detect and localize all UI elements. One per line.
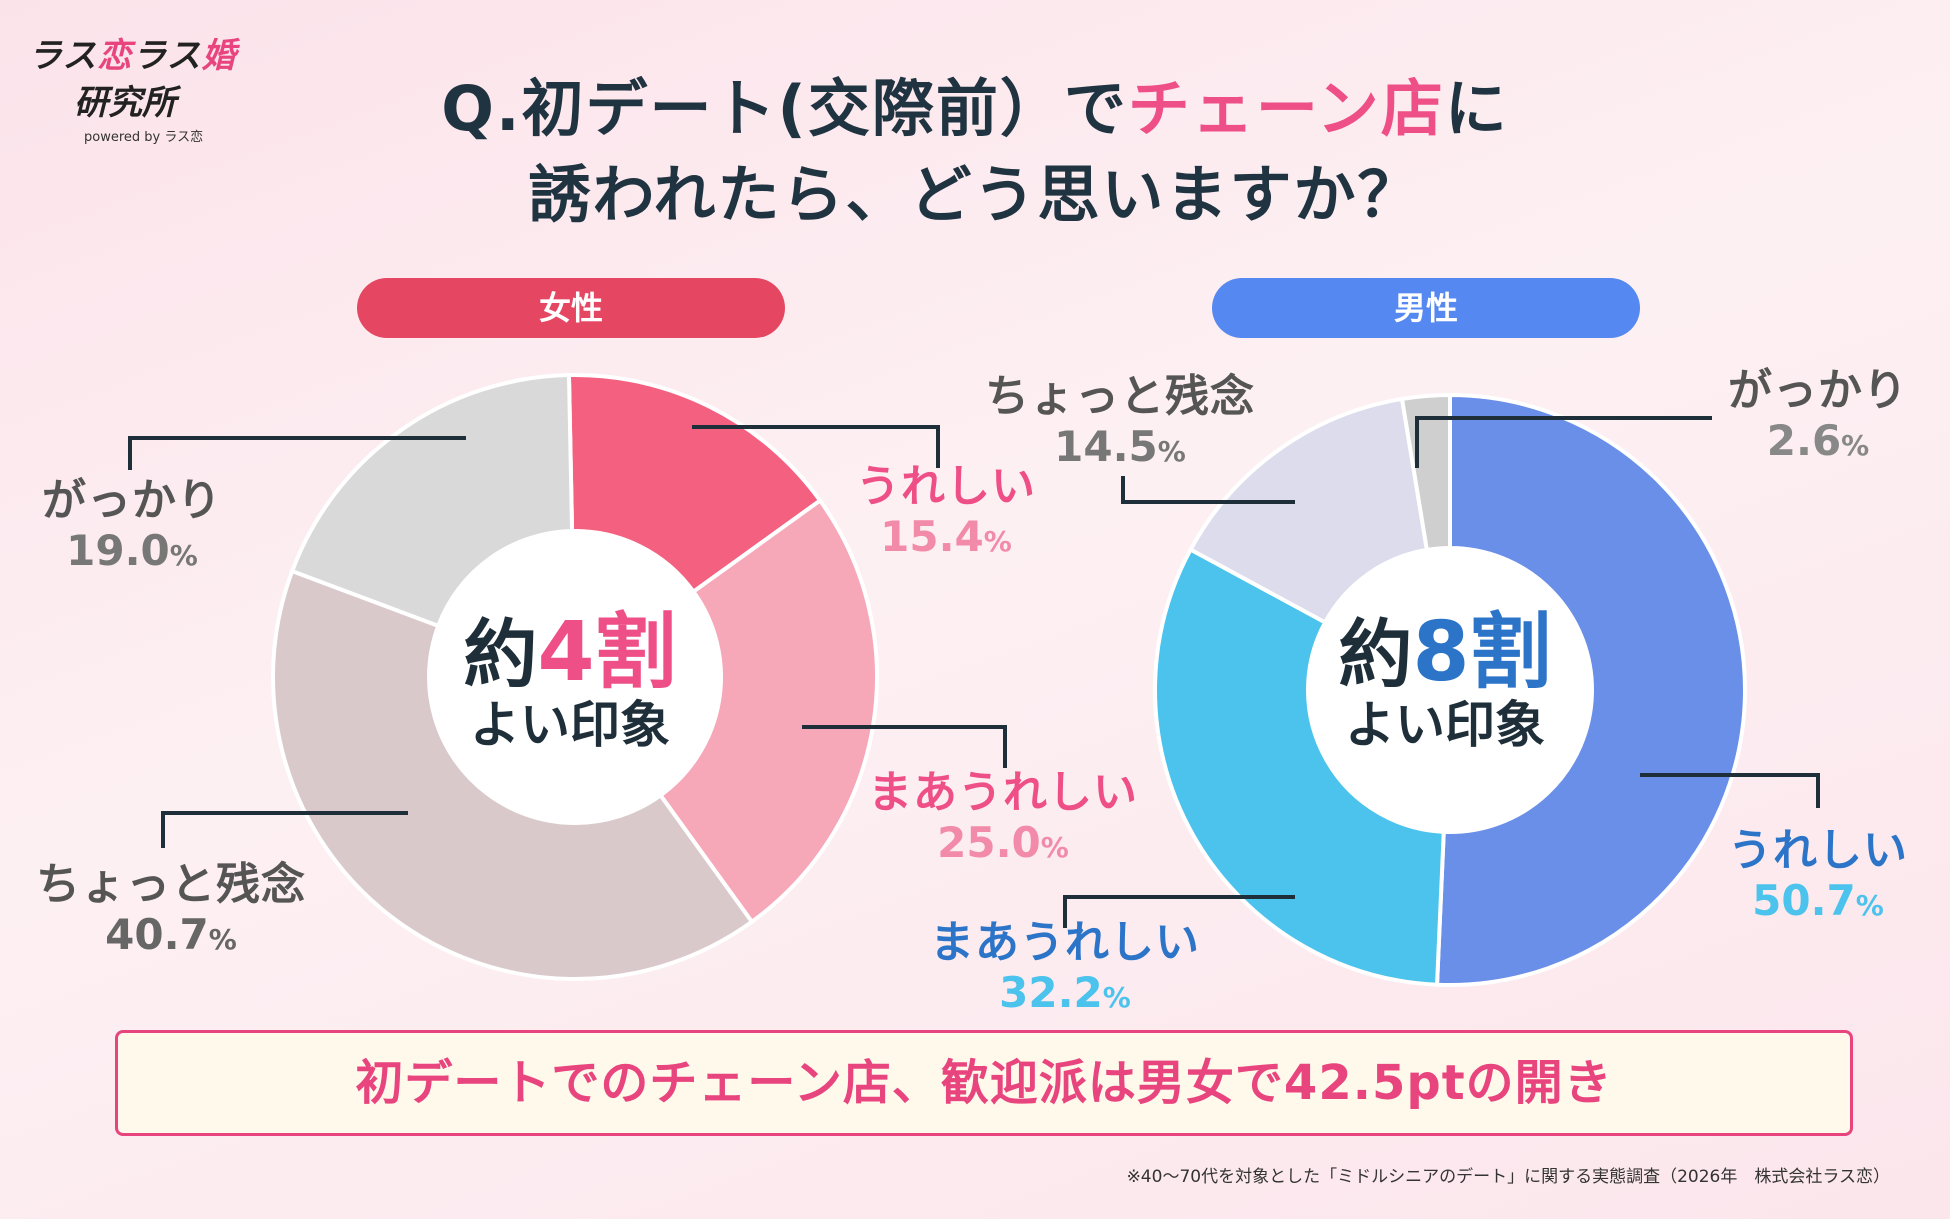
male-header: 男性: [1212, 278, 1640, 338]
female-value-maa-ureshii: 25.0: [937, 817, 1041, 867]
female-label-ureshii: うれしい 15.4%: [856, 461, 1036, 561]
female-label-gakkari: がっかり 19.0%: [42, 475, 222, 575]
female-leader-ureshii: [692, 425, 940, 468]
female-value-gakkari: 19.0: [66, 525, 170, 575]
male-label-chotto-zannen: ちょっと残念 14.5%: [985, 371, 1255, 471]
male-label-gakkari: がっかり 2.6%: [1728, 365, 1908, 465]
male-donut-hole: [1308, 548, 1592, 832]
summary-banner: 初デートでのチェーン店、歓迎派は男女で42.5ptの開き: [115, 1030, 1853, 1136]
female-value-chotto-zannen: 40.7: [105, 909, 209, 959]
male-leader-maa: [1063, 895, 1295, 928]
female-leader-gakkari: [128, 436, 466, 470]
male-leader-gakkari: [1415, 416, 1712, 468]
male-value-maa-ureshii: 32.2: [999, 967, 1103, 1017]
logo-subtitle: 研究所: [74, 83, 176, 123]
footnote: ※40〜70代を対象とした「ミドルシニアのデート」に関する実態調査（2026年 …: [1126, 1167, 1890, 1187]
female-donut-hole: [429, 531, 721, 823]
female-header: 女性: [357, 278, 785, 338]
female-center-text: 約4割 よい印象: [463, 605, 677, 755]
brand-logo: ラス恋ラス婚 研究所 powered by ラス恋: [28, 28, 258, 145]
female-label-chotto-zannen: ちょっと残念 40.7%: [36, 859, 306, 959]
male-center-text: 約8割 よい印象: [1338, 605, 1552, 755]
male-label-ureshii: うれしい 50.7%: [1728, 825, 1908, 925]
male-value-ureshii: 50.7: [1752, 875, 1856, 925]
male-value-chotto-zannen: 14.5: [1054, 421, 1158, 471]
female-label-maa-ureshii: まあうれしい 25.0%: [868, 767, 1138, 867]
question-title-line1: Q.初デート(交際前）でチェーン店に: [441, 72, 1509, 145]
male-label-maa-ureshii: まあうれしい 32.2%: [930, 917, 1200, 1017]
male-leader-ureshii: [1640, 773, 1820, 808]
male-value-gakkari: 2.6: [1766, 415, 1842, 465]
question-title-line2: 誘われたら、どう思いますか？: [528, 158, 1422, 231]
logo-powered-by: powered by ラス恋: [84, 130, 204, 145]
female-slice-ureshii: [566, 373, 823, 595]
male-leader-chotto: [1121, 476, 1295, 504]
female-leader-chotto: [161, 811, 408, 848]
female-value-ureshii: 15.4: [880, 511, 984, 561]
female-leader-maa: [802, 725, 1007, 768]
